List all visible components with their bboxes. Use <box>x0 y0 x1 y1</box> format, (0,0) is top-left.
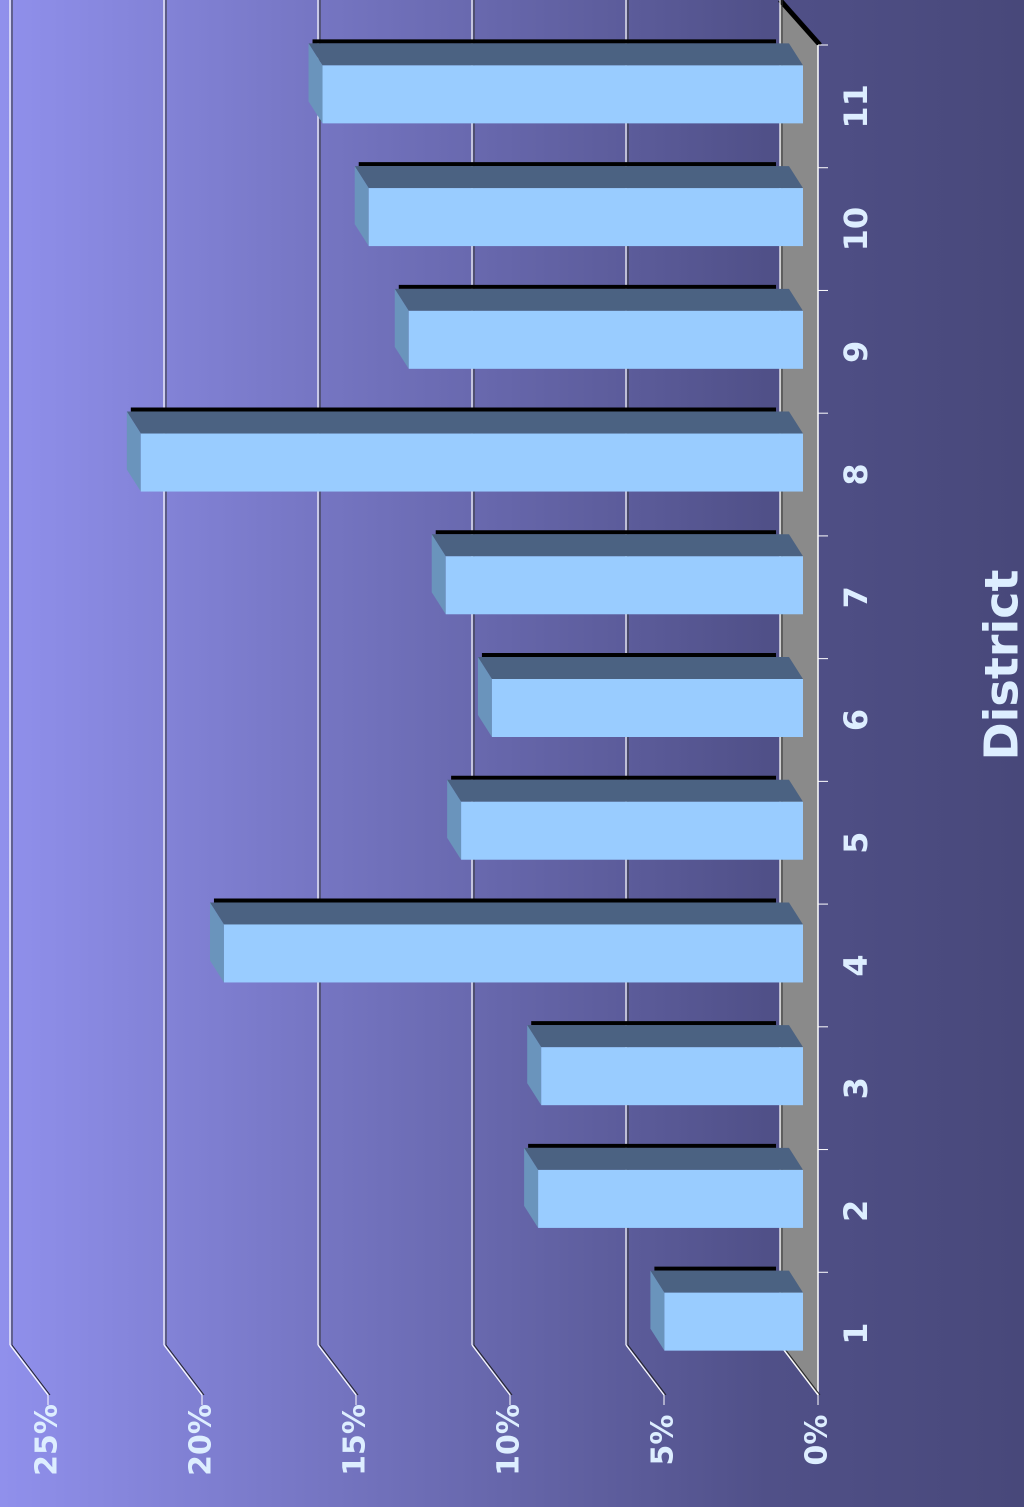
bar <box>322 65 803 124</box>
y-tick-label: 25% <box>30 1404 65 1476</box>
bar-top <box>477 657 803 679</box>
grid-line <box>319 1344 359 1396</box>
x-tick-label: 9 <box>837 341 875 363</box>
grid-line <box>165 1344 205 1396</box>
grid-line <box>317 1344 357 1396</box>
x-tick-label: 1 <box>837 1323 875 1345</box>
y-tick-label: 15% <box>338 1404 373 1476</box>
grid-line <box>9 1344 49 1396</box>
x-tick-label: 4 <box>837 954 875 976</box>
bar-top <box>209 902 803 925</box>
y-tick-label: 10% <box>492 1404 527 1476</box>
bar <box>368 188 803 247</box>
bar-side <box>209 902 224 983</box>
bar-side <box>524 1147 539 1228</box>
grid-line <box>471 1344 511 1396</box>
bar-top <box>650 1270 803 1293</box>
bar-top <box>394 288 803 311</box>
bar-side <box>126 411 141 492</box>
bar-top <box>447 779 803 802</box>
x-tick-label: 6 <box>837 709 875 731</box>
x-tick-label: 7 <box>837 586 875 608</box>
bar-top <box>431 534 803 557</box>
bar-side <box>308 43 323 124</box>
grid-line <box>627 1344 667 1396</box>
bar <box>223 924 803 983</box>
bar-top <box>308 43 803 66</box>
bar-side <box>431 534 446 615</box>
x-tick-label: 8 <box>837 463 875 485</box>
grid-line <box>625 1344 665 1396</box>
bar <box>408 310 803 369</box>
grid-line <box>779 1344 819 1396</box>
bar <box>461 801 803 860</box>
bar-top <box>126 411 804 434</box>
bar-side <box>394 288 409 369</box>
bar <box>541 1047 803 1106</box>
x-tick-label: 10 <box>837 207 875 252</box>
floor-edge <box>778 0 822 47</box>
x-tick-label: 5 <box>837 832 875 854</box>
x-tick-label: 11 <box>837 84 875 129</box>
bar <box>491 679 803 737</box>
axis-title: District <box>975 569 1024 760</box>
grid-line <box>11 1344 51 1396</box>
bar-side <box>527 1025 542 1106</box>
y-tick-label: 20% <box>184 1404 219 1476</box>
grid-line <box>781 1344 821 1396</box>
bar <box>664 1292 803 1351</box>
y-tick-label: 0% <box>800 1415 835 1466</box>
bar-top <box>527 1025 803 1048</box>
x-tick-label: 2 <box>837 1200 875 1222</box>
bar <box>140 433 804 492</box>
bar <box>445 556 803 615</box>
bar-top <box>524 1147 803 1170</box>
bar-top <box>354 166 803 189</box>
x-tick-label: 3 <box>837 1077 875 1099</box>
bar <box>538 1169 803 1228</box>
grid-line <box>473 1344 513 1396</box>
y-tick-label: 5% <box>646 1415 681 1466</box>
bar-side <box>447 779 462 860</box>
bar-side <box>650 1270 665 1351</box>
grid-line <box>163 1344 203 1396</box>
bar-side <box>354 166 369 247</box>
bar-side <box>477 657 492 737</box>
